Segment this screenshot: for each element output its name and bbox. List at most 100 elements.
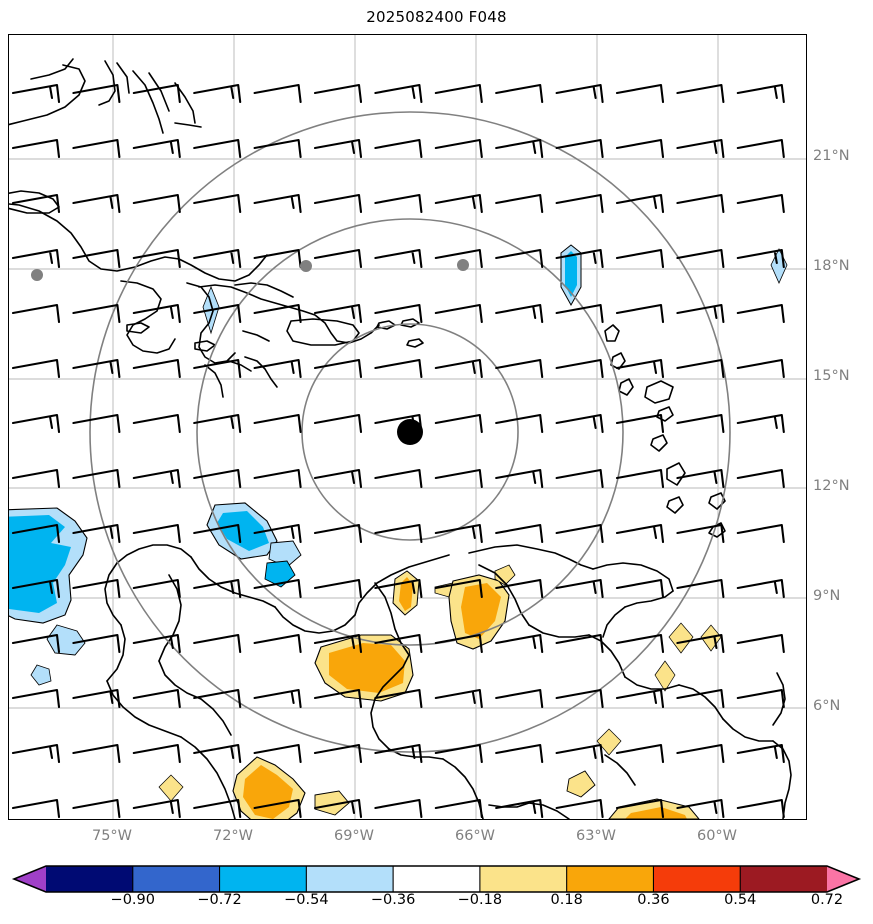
- wind-barb: [253, 633, 302, 654]
- wind-barb: [615, 303, 665, 324]
- wind-barb: [313, 248, 363, 269]
- range-ring-inner: [301, 323, 519, 541]
- wind-barb: [676, 413, 725, 434]
- wind-barb: [313, 798, 363, 819]
- wind-barb: [615, 633, 665, 654]
- wind-barb: [736, 303, 785, 324]
- wind-barb: [72, 688, 121, 709]
- wind-barb: [374, 358, 423, 379]
- wind-barb: [736, 248, 785, 269]
- colorbar-segment: [219, 866, 307, 892]
- wind-barb: [313, 523, 363, 544]
- wind-barb: [132, 743, 181, 764]
- colorbar-tick-label: 0.36: [637, 892, 670, 908]
- colorbar-tick-label: −0.72: [197, 892, 242, 908]
- wind-barb: [555, 83, 604, 104]
- wind-barb: [72, 303, 121, 324]
- city-markers: [31, 259, 469, 281]
- wind-barb: [555, 688, 604, 709]
- map-gridlines: [9, 35, 806, 819]
- wind-barb: [434, 688, 483, 709]
- storm-center-marker[interactable]: [397, 419, 423, 445]
- wind-barb: [313, 633, 363, 654]
- wind-barb: [72, 578, 121, 599]
- wind-barb: [615, 358, 665, 379]
- map-panel[interactable]: [8, 34, 807, 820]
- wind-barb: [313, 358, 363, 379]
- wind-barb: [72, 83, 121, 104]
- wind-barb: [736, 138, 785, 159]
- wind-barb: [676, 248, 725, 269]
- wind-barb: [132, 523, 181, 544]
- wind-barb: [615, 468, 665, 489]
- wind-barb: [736, 743, 785, 764]
- wind-barb: [132, 358, 181, 379]
- wind-barb: [193, 83, 242, 104]
- wind-barb: [676, 138, 725, 159]
- wind-barb: [193, 743, 242, 764]
- wind-barb: [555, 413, 604, 434]
- wind-barb: [676, 743, 725, 764]
- wind-barb: [132, 633, 181, 654]
- wind-barb: [253, 413, 302, 434]
- wind-barb: [132, 138, 181, 159]
- wind-barb: [374, 303, 423, 324]
- wind-barb: [253, 798, 302, 819]
- wind-barb: [132, 83, 181, 104]
- wind-barb: [676, 798, 725, 819]
- wind-barb: [72, 798, 121, 819]
- wind-barb: [11, 688, 61, 709]
- wind-barb: [132, 303, 181, 324]
- filled-contours-positive: [158, 564, 722, 819]
- colorbar-segment: [653, 866, 741, 892]
- lon-tick-75w: 75°W: [91, 828, 133, 844]
- wind-barb: [374, 83, 423, 104]
- wind-barb: [615, 193, 665, 214]
- wind-barb: [132, 248, 181, 269]
- wind-barb: [555, 523, 604, 544]
- wind-barb: [495, 633, 544, 654]
- wind-barb: [193, 248, 242, 269]
- wind-barb: [253, 523, 302, 544]
- wind-barb: [555, 138, 604, 159]
- wind-barb: [555, 358, 604, 379]
- wind-barb: [374, 193, 423, 214]
- wind-barb: [72, 138, 121, 159]
- wind-barb: [72, 248, 121, 269]
- wind-barb: [132, 578, 181, 599]
- wind-barb: [313, 468, 363, 489]
- wind-barb: [313, 193, 363, 214]
- wind-barb: [434, 743, 483, 764]
- colorbar-outline: [11, 865, 862, 893]
- wind-barb: [495, 358, 544, 379]
- wind-barb: [374, 578, 423, 599]
- wind-barb: [615, 523, 665, 544]
- wind-barb: [555, 633, 604, 654]
- wind-barb: [313, 138, 363, 159]
- city-marker: [457, 259, 469, 271]
- wind-barb: [193, 413, 242, 434]
- wind-barb: [495, 303, 544, 324]
- wind-barb: [495, 743, 544, 764]
- wind-barb: [555, 193, 604, 214]
- wind-barb: [11, 83, 61, 104]
- wind-barb: [736, 83, 785, 104]
- colorbar[interactable]: −0.90 −0.72 −0.54 −0.36 −0.18 0.18 0.36 0.54 0.7…: [0, 862, 873, 922]
- colorbar-tick-label: −0.36: [370, 892, 416, 908]
- wind-barb: [374, 798, 423, 819]
- wind-barb: [615, 578, 665, 599]
- wind-barb: [253, 193, 302, 214]
- wind-barb: [11, 358, 61, 379]
- wind-barb: [72, 523, 121, 544]
- lon-tick-66w: 66°W: [454, 828, 496, 844]
- wind-barb: [11, 193, 61, 214]
- range-ring-middle: [196, 218, 624, 646]
- wind-barb: [313, 578, 363, 599]
- wind-barb-field: [11, 83, 785, 819]
- lon-tick-69w: 69°W: [333, 828, 375, 844]
- colorbar-tick-label: 0.54: [724, 892, 757, 908]
- wind-barb: [555, 743, 604, 764]
- lon-tick-60w: 60°W: [696, 828, 738, 844]
- lon-tick-63w: 63°W: [575, 828, 617, 844]
